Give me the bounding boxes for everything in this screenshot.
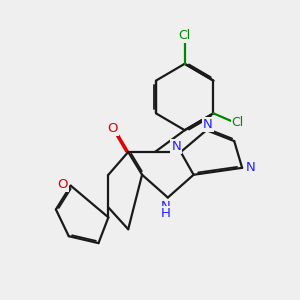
Text: N: N <box>171 140 181 153</box>
Text: N: N <box>203 118 213 131</box>
Text: H: H <box>160 207 170 220</box>
Text: N: N <box>160 200 170 213</box>
Text: Cl: Cl <box>178 29 191 42</box>
Text: O: O <box>57 178 68 191</box>
Text: O: O <box>107 122 118 135</box>
Text: N: N <box>246 161 256 174</box>
Text: Cl: Cl <box>232 116 244 129</box>
